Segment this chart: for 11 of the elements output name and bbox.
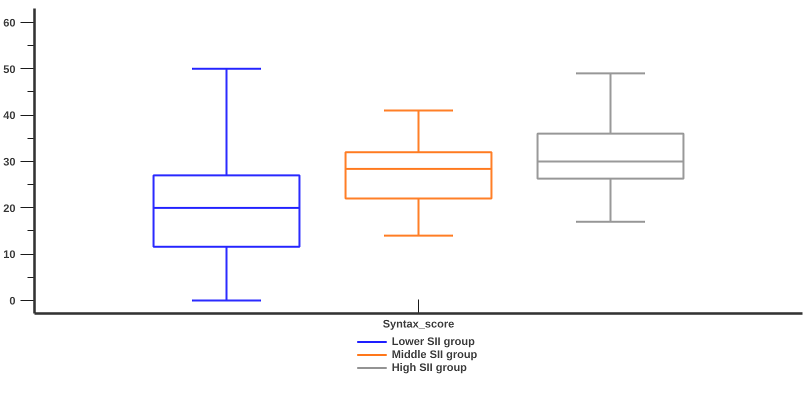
legend-label: High SII group xyxy=(392,361,467,374)
y-tick-label: 30 xyxy=(3,156,16,168)
y-tick-label: 0 xyxy=(9,296,16,308)
y-tick-label: 50 xyxy=(3,64,16,76)
y-tick-label: 60 xyxy=(3,17,16,30)
x-tick-label: Syntax_score xyxy=(382,318,454,330)
legend-label: Middle SII group xyxy=(392,348,478,361)
legend-label: Lower SII group xyxy=(392,335,475,348)
y-tick-label: 40 xyxy=(3,110,16,122)
y-tick-label: 10 xyxy=(3,249,16,262)
y-tick-label: 20 xyxy=(3,202,16,215)
